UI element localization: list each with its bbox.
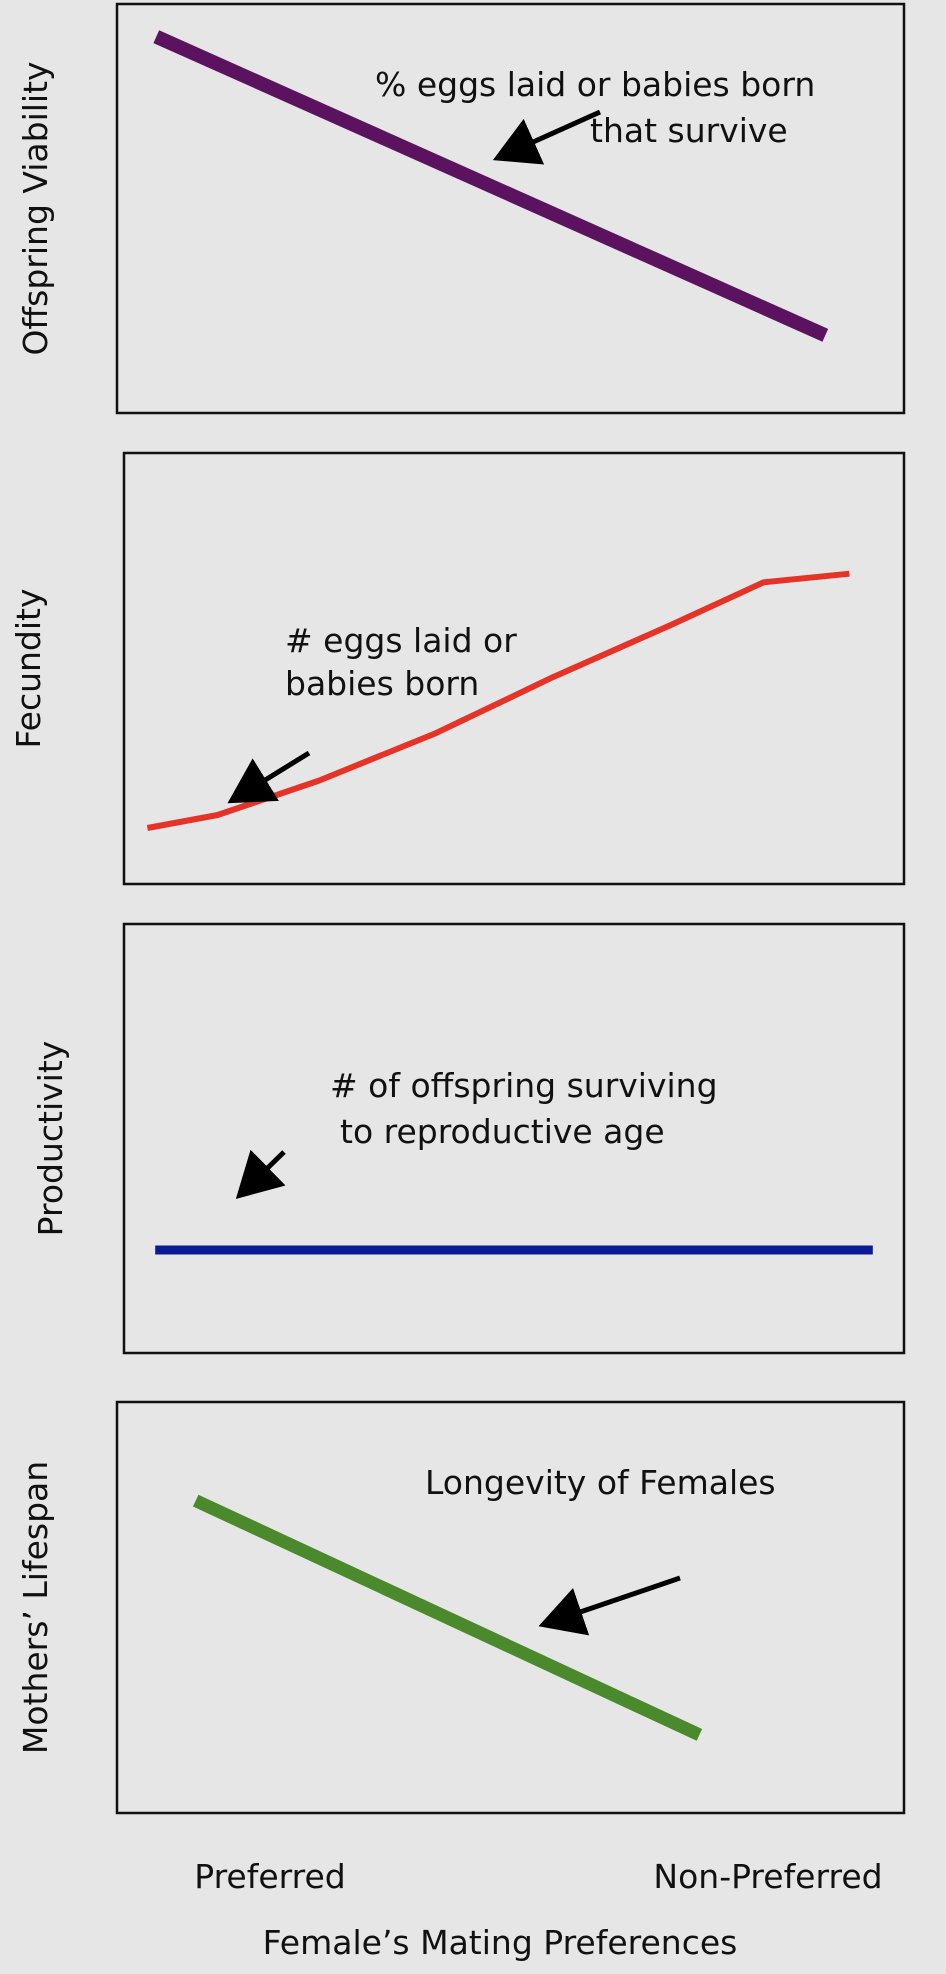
offspring-viability-annotation-text: % eggs laid or babies born <box>375 65 815 104</box>
fecundity-annotation-text: babies born <box>285 664 479 703</box>
mothers-lifespan-y-axis-label: Mothers’ Lifespan <box>16 1461 55 1754</box>
mothers-lifespan-series-line <box>192 1494 703 1741</box>
offspring-viability-y-axis-label: Offspring Viability <box>16 61 55 355</box>
x-axis-label: Female’s Mating Preferences <box>263 1923 738 1962</box>
productivity-plot-frame <box>122 922 906 1355</box>
fecundity-arrow-icon <box>227 750 311 804</box>
x-tick-non-preferred: Non-Preferred <box>653 1857 882 1896</box>
mothers-lifespan-arrow-icon <box>538 1575 681 1636</box>
offspring-viability-arrow-icon <box>492 109 602 165</box>
fecundity-series-line <box>146 570 850 831</box>
productivity-annotation-text: # of offspring surviving <box>330 1066 718 1105</box>
productivity-arrow-icon <box>235 1149 286 1199</box>
fecundity-plot-frame <box>122 451 906 886</box>
mothers-lifespan-plot-frame <box>115 1400 906 1815</box>
productivity-y-axis-label: Productivity <box>31 1041 70 1237</box>
offspring-viability-series-line <box>153 30 829 342</box>
productivity-annotation-text: to reproductive age <box>340 1112 665 1151</box>
x-tick-preferred: Preferred <box>194 1857 345 1896</box>
mothers-lifespan-annotation-text: Longevity of Females <box>425 1463 776 1502</box>
fecundity-annotation-text: # eggs laid or <box>285 621 517 660</box>
fecundity-y-axis-label: Fecundity <box>9 588 48 748</box>
offspring-viability-annotation-text: that survive <box>590 111 788 150</box>
